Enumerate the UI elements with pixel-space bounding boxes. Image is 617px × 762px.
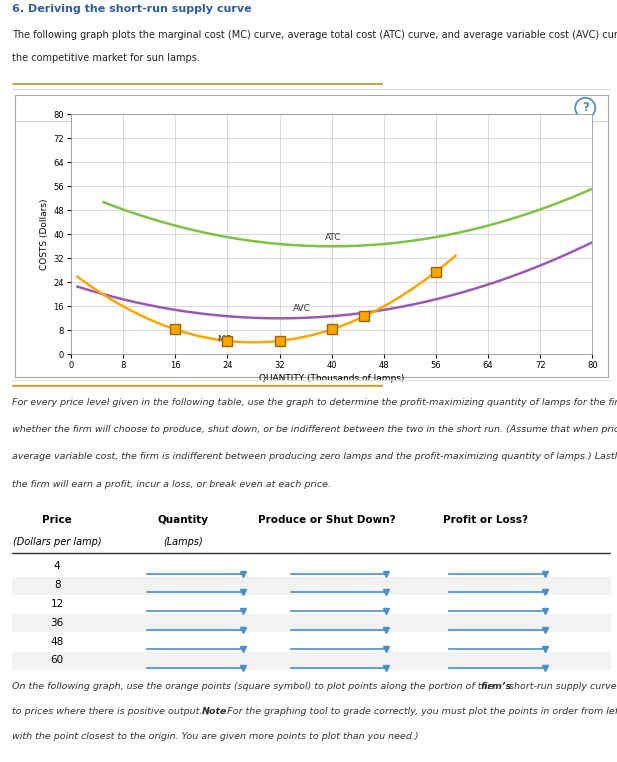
Text: 36: 36	[51, 618, 64, 628]
Text: 12: 12	[51, 599, 64, 609]
Text: to prices where there is positive output. (: to prices where there is positive output…	[12, 707, 209, 716]
Y-axis label: COSTS (Dollars): COSTS (Dollars)	[40, 199, 49, 270]
Text: (Lamps): (Lamps)	[163, 536, 203, 547]
Text: On the following graph, use the orange points (square symbol) to plot points alo: On the following graph, use the orange p…	[12, 683, 497, 691]
Text: Note: Note	[202, 707, 227, 716]
Text: whether the firm will choose to produce, shut down, or be indifferent between th: whether the firm will choose to produce,…	[12, 425, 617, 434]
Text: 6. Deriving the short-run supply curve: 6. Deriving the short-run supply curve	[12, 4, 252, 14]
Text: 4: 4	[54, 562, 60, 572]
Text: Profit or Loss?: Profit or Loss?	[442, 515, 528, 526]
Text: the competitive market for sun lamps.: the competitive market for sun lamps.	[12, 53, 200, 63]
Text: ATC: ATC	[325, 233, 342, 242]
Text: 8: 8	[54, 580, 60, 590]
Text: For every price level given in the following table, use the graph to determine t: For every price level given in the follo…	[12, 398, 617, 407]
Text: Price: Price	[43, 515, 72, 526]
Text: Produce or Shut Down?: Produce or Shut Down?	[258, 515, 395, 526]
FancyBboxPatch shape	[12, 577, 611, 594]
FancyBboxPatch shape	[12, 614, 611, 632]
Text: (Dollars per lamp): (Dollars per lamp)	[13, 536, 102, 547]
Text: firm’s: firm’s	[481, 683, 512, 691]
FancyBboxPatch shape	[12, 652, 611, 670]
Text: with the point closest to the origin. You are given more points to plot than you: with the point closest to the origin. Yo…	[12, 732, 419, 741]
Text: Quantity: Quantity	[157, 515, 209, 526]
Text: short-run supply curve that corresponds: short-run supply curve that corresponds	[506, 683, 617, 691]
Text: AVC: AVC	[292, 304, 310, 313]
Text: 60: 60	[51, 655, 64, 665]
Text: average variable cost, the firm is indifferent between producing zero lamps and : average variable cost, the firm is indif…	[12, 453, 617, 462]
Text: MC: MC	[218, 335, 231, 344]
Text: ?: ?	[582, 101, 589, 114]
Text: the firm will earn a profit, incur a loss, or break even at each price.: the firm will earn a profit, incur a los…	[12, 479, 331, 488]
Text: The following graph plots the marginal cost (MC) curve, average total cost (ATC): The following graph plots the marginal c…	[12, 30, 617, 40]
Text: 48: 48	[51, 636, 64, 647]
Text: : For the graphing tool to grade correctly, you must plot the points in order fr: : For the graphing tool to grade correct…	[221, 707, 617, 716]
X-axis label: QUANTITY (Thousands of lamps): QUANTITY (Thousands of lamps)	[259, 374, 404, 383]
